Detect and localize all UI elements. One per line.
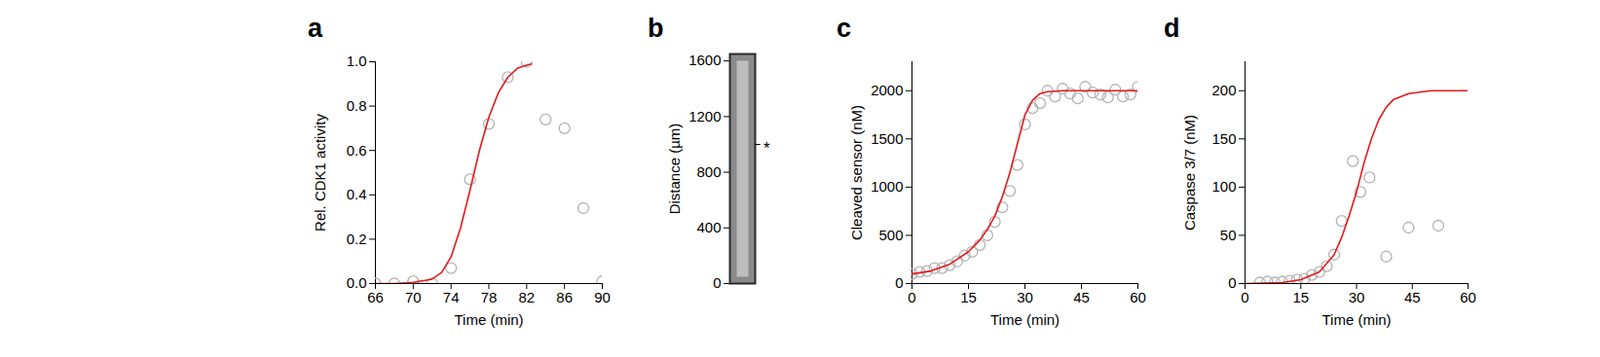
- svg-text:0: 0: [907, 289, 916, 306]
- svg-text:90: 90: [594, 289, 611, 306]
- svg-text:1500: 1500: [870, 130, 903, 148]
- svg-text:Time (min): Time (min): [453, 311, 523, 329]
- svg-text:0.0: 0.0: [346, 274, 368, 292]
- svg-text:45: 45: [1073, 289, 1090, 306]
- svg-text:0.8: 0.8: [346, 97, 368, 114]
- svg-text:1000: 1000: [870, 178, 903, 195]
- svg-text:66: 66: [367, 289, 384, 306]
- svg-text:15: 15: [960, 289, 977, 306]
- svg-text:150: 150: [1211, 130, 1236, 148]
- svg-text:0.2: 0.2: [346, 230, 368, 248]
- html-text:a: a: [307, 13, 323, 43]
- svg-text:45: 45: [1404, 289, 1421, 306]
- svg-text:1200: 1200: [688, 108, 721, 125]
- svg-text:200: 200: [1211, 81, 1236, 99]
- svg-text:78: 78: [481, 289, 498, 306]
- svg-text:*: *: [763, 139, 771, 158]
- svg-text:100: 100: [1211, 178, 1236, 195]
- svg-text:0: 0: [712, 274, 721, 292]
- html-text:c: c: [836, 13, 852, 43]
- svg-text:Rel. CDK1 activity: Rel. CDK1 activity: [311, 113, 329, 232]
- svg-text:Distance (µm): Distance (µm): [666, 123, 683, 216]
- svg-text:86: 86: [556, 289, 573, 306]
- svg-text:1.0: 1.0: [346, 52, 368, 70]
- svg-text:30: 30: [1016, 289, 1034, 306]
- svg-text:82: 82: [518, 289, 535, 306]
- svg-text:70: 70: [405, 289, 422, 306]
- svg-text:Time (min): Time (min): [990, 311, 1060, 329]
- svg-text:0: 0: [1240, 289, 1249, 306]
- html-text:b: b: [647, 13, 664, 43]
- svg-text:800: 800: [696, 163, 721, 181]
- svg-text:0.4: 0.4: [346, 186, 368, 203]
- svg-text:500: 500: [878, 226, 903, 244]
- svg-text:400: 400: [696, 219, 721, 236]
- svg-text:Caspase 3/7 (nM): Caspase 3/7 (nM): [1181, 114, 1198, 231]
- html-text:d: d: [1163, 13, 1180, 43]
- svg-text:0.6: 0.6: [346, 142, 368, 159]
- svg-text:60: 60: [1459, 289, 1477, 306]
- svg-text:0: 0: [894, 274, 903, 292]
- svg-text:60: 60: [1129, 289, 1147, 306]
- svg-text:1600: 1600: [688, 51, 721, 69]
- svg-text:0: 0: [1227, 274, 1236, 292]
- svg-text:74: 74: [443, 289, 460, 306]
- svg-text:Cleaved sensor (nM): Cleaved sensor (nM): [848, 105, 865, 241]
- svg-text:50: 50: [1220, 226, 1237, 244]
- svg-text:Time (min): Time (min): [1321, 311, 1391, 329]
- svg-text:30: 30: [1348, 289, 1366, 306]
- svg-text:15: 15: [1292, 289, 1309, 306]
- svg-text:2000: 2000: [870, 81, 903, 99]
